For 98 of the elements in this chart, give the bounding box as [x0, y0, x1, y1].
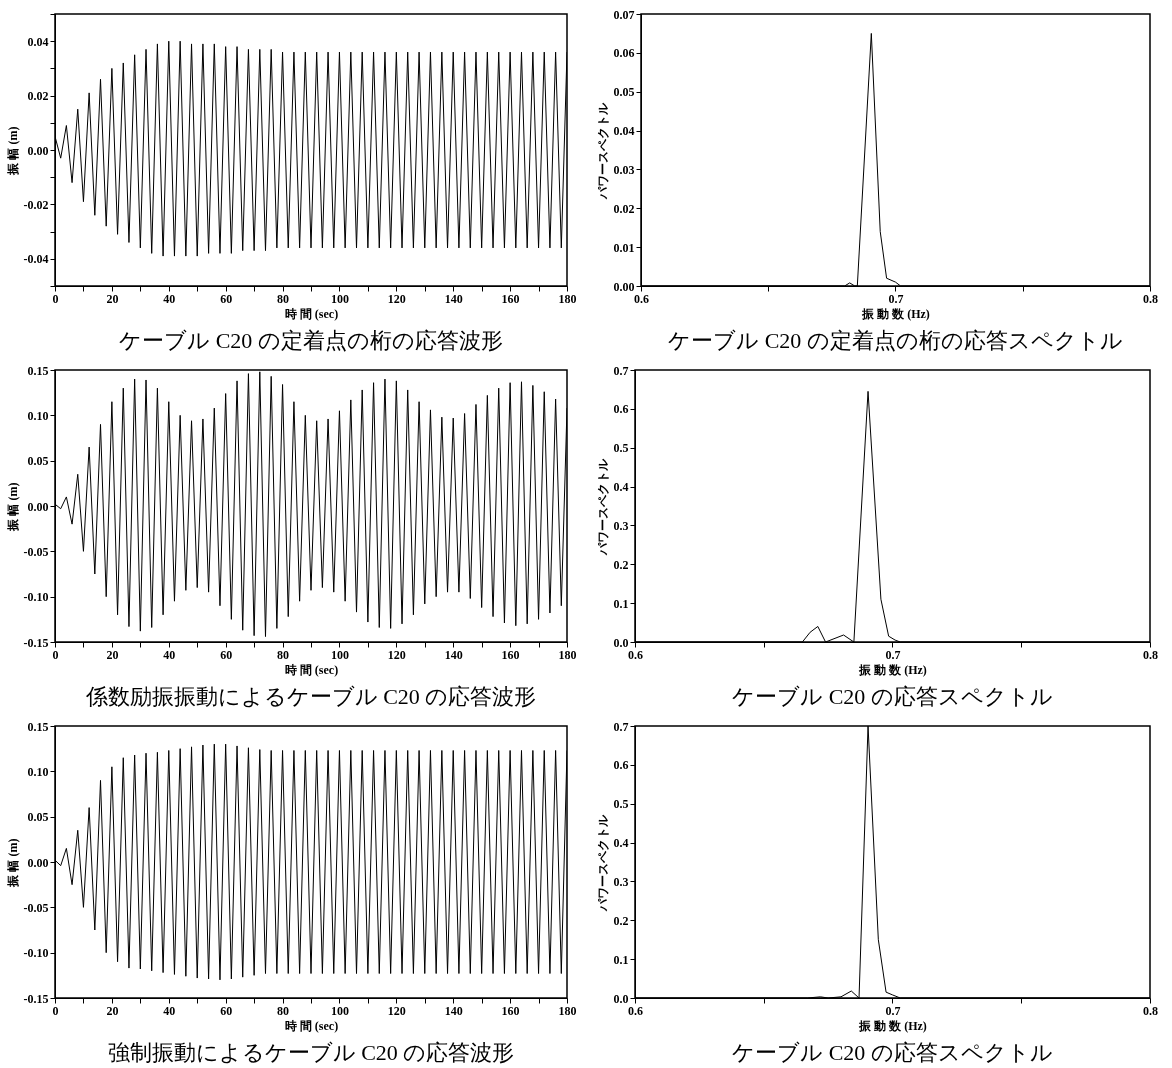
x-tick-label: 80	[277, 647, 290, 662]
x-tick-label: 0.8	[1143, 647, 1158, 662]
x-tick-label: 160	[501, 647, 520, 662]
x-tick-label: 20	[106, 291, 119, 306]
x-tick-label: 0	[52, 1003, 59, 1018]
y-tick-label: -0.02	[23, 197, 49, 212]
x-tick-label: 100	[330, 1003, 349, 1018]
x-axis-title: 振 動 数 (Hz)	[861, 306, 930, 321]
x-tick-label: 0.7	[888, 291, 904, 306]
y-axis-title: 振 幅 (m)	[5, 126, 20, 176]
text: 強制振動によるケーブル C20 の応答波形	[107, 1040, 515, 1065]
y-tick-label: 0.3	[613, 874, 629, 889]
y-tick-label: 0.4	[613, 836, 629, 851]
x-axis-title: 時 間 (sec)	[284, 306, 339, 321]
y-tick-label: 0.5	[613, 797, 629, 812]
x-tick-label: 180	[558, 291, 577, 306]
y-tick-label: 0.3	[613, 518, 629, 533]
x-axis-title: 時 間 (sec)	[284, 662, 339, 677]
y-axis-title: 振 幅 (m)	[5, 838, 20, 888]
y-tick-label: 0.2	[613, 913, 629, 928]
y-tick-label: 0.00	[27, 499, 49, 514]
y-tick-label: 0.15	[27, 363, 49, 378]
x-tick-label: 180	[558, 1003, 577, 1018]
y-tick-label: -0.10	[23, 590, 49, 605]
y-tick-label: 0.04	[27, 34, 49, 49]
x-tick-label: 140	[444, 647, 463, 662]
y-tick-label: 0.0	[613, 635, 629, 650]
x-tick-label: 140	[444, 291, 463, 306]
text: ケーブル C20 の応答スペクトル	[732, 684, 1053, 709]
x-tick-label: 120	[387, 291, 406, 306]
x-tick-label: 180	[558, 647, 577, 662]
y-tick-label: 0.7	[613, 719, 629, 734]
x-tick-label: 140	[444, 1003, 463, 1018]
x-tick-label: 60	[220, 647, 233, 662]
x-axis-title: 振 動 数 (Hz)	[858, 662, 927, 677]
y-tick-label: 0.15	[27, 719, 49, 734]
x-tick-label: 40	[163, 647, 176, 662]
text: ケーブル C20 の応答スペクトル	[732, 1040, 1053, 1065]
text: ケーブル C20 の定着点の桁の応答スペクトル	[668, 328, 1123, 353]
y-tick-label: 0.06	[613, 46, 635, 61]
y-tick-label: 0.07	[613, 7, 635, 22]
y-axis-title: パワースペクトル	[595, 457, 610, 556]
y-tick-label: 0.05	[27, 454, 49, 469]
x-tick-label: 40	[163, 1003, 176, 1018]
y-tick-label: 0.0	[613, 991, 629, 1006]
x-tick-label: 0.7	[885, 1003, 901, 1018]
x-tick-label: 0.6	[634, 291, 649, 306]
x-tick-label: 120	[387, 647, 406, 662]
x-tick-label: 0	[52, 647, 59, 662]
x-tick-label: 80	[277, 291, 290, 306]
y-tick-label: -0.15	[23, 991, 49, 1006]
text: 係数励振振動によるケーブル C20 の応答波形	[84, 684, 537, 709]
y-tick-label: 0.03	[613, 162, 635, 177]
x-axis-title: 時 間 (sec)	[284, 1018, 339, 1033]
y-tick-label: -0.05	[23, 544, 49, 559]
x-tick-label: 100	[330, 291, 349, 306]
y-tick-label: 0.6	[613, 758, 629, 773]
x-tick-label: 0.8	[1143, 1003, 1158, 1018]
y-tick-label: 0.05	[613, 85, 635, 100]
x-tick-label: 0	[52, 291, 59, 306]
y-tick-label: 0.2	[613, 557, 629, 572]
x-tick-label: 80	[277, 1003, 290, 1018]
x-tick-label: 20	[106, 647, 119, 662]
x-tick-label: 60	[220, 1003, 233, 1018]
x-tick-label: 100	[330, 647, 349, 662]
x-axis-title: 振 動 数 (Hz)	[858, 1018, 927, 1033]
y-tick-label: -0.05	[23, 900, 49, 915]
y-tick-label: 0.05	[27, 810, 49, 825]
y-tick-label: 0.00	[27, 855, 49, 870]
y-tick-label: 0.6	[613, 402, 629, 417]
y-tick-label: 0.7	[613, 363, 629, 378]
y-tick-label: 0.5	[613, 441, 629, 456]
x-tick-label: 60	[220, 291, 233, 306]
x-tick-label: 0.8	[1143, 291, 1158, 306]
y-tick-label: 0.4	[613, 480, 629, 495]
y-tick-label: 0.10	[27, 408, 49, 423]
x-tick-label: 160	[501, 291, 520, 306]
y-tick-label: 0.02	[613, 201, 635, 216]
y-axis-title: パワースペクトル	[595, 101, 610, 200]
y-tick-label: 0.1	[613, 596, 629, 611]
y-tick-label: 0.02	[27, 89, 49, 104]
y-tick-label: 0.01	[613, 240, 635, 255]
y-axis-title: 振 幅 (m)	[5, 482, 20, 532]
x-tick-label: 160	[501, 1003, 520, 1018]
y-tick-label: 0.10	[27, 764, 49, 779]
y-tick-label: -0.04	[23, 252, 49, 267]
y-tick-label: 0.1	[613, 952, 629, 967]
y-axis-title: パワースペクトル	[595, 813, 610, 912]
y-tick-label: -0.10	[23, 946, 49, 961]
y-tick-label: 0.00	[613, 279, 635, 294]
x-tick-label: 0.7	[885, 647, 901, 662]
y-tick-label: 0.00	[27, 143, 49, 158]
text: ケーブル C20 の定着点の桁の応答波形	[119, 328, 503, 353]
x-tick-label: 20	[106, 1003, 119, 1018]
x-tick-label: 120	[387, 1003, 406, 1018]
y-tick-label: 0.04	[613, 124, 635, 139]
x-tick-label: 40	[163, 291, 176, 306]
y-tick-label: -0.15	[23, 635, 49, 650]
